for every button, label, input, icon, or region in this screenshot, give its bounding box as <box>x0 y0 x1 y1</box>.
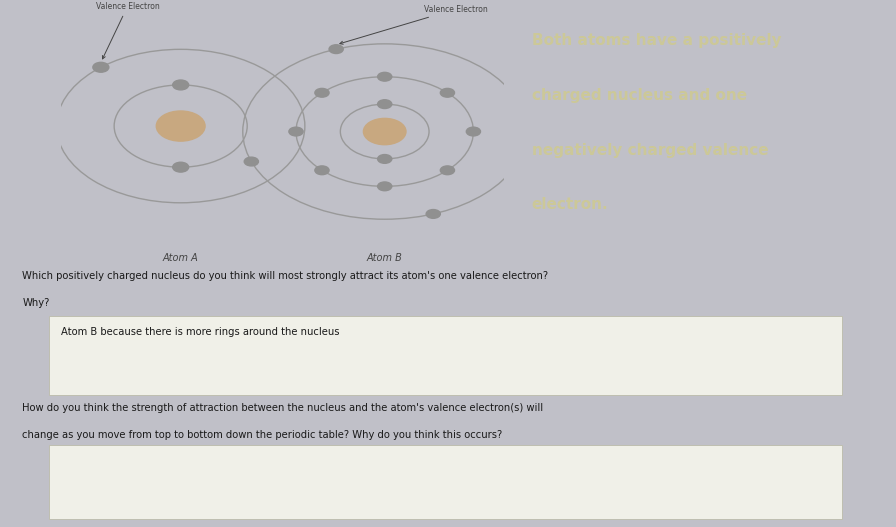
Circle shape <box>93 62 108 72</box>
Circle shape <box>377 100 392 109</box>
Text: negatively charged valence: negatively charged valence <box>532 142 769 158</box>
Text: Which positively charged nucleus do you think will most strongly attract its ato: Which positively charged nucleus do you … <box>22 271 548 281</box>
Circle shape <box>511 97 525 106</box>
Circle shape <box>289 127 303 136</box>
FancyBboxPatch shape <box>49 316 842 395</box>
Text: charged nucleus and one: charged nucleus and one <box>532 87 747 103</box>
Circle shape <box>377 182 392 191</box>
Circle shape <box>364 119 406 145</box>
Text: Atom B: Atom B <box>366 252 402 262</box>
Text: change as you move from top to bottom down the periodic table? Why do you think : change as you move from top to bottom do… <box>22 430 503 440</box>
Text: Valence Electron: Valence Electron <box>340 5 487 44</box>
Text: Why?: Why? <box>22 298 50 308</box>
Text: Both atoms have a positively: Both atoms have a positively <box>532 33 781 48</box>
Circle shape <box>440 89 454 97</box>
Circle shape <box>377 72 392 81</box>
Text: Valence Electron: Valence Electron <box>96 2 159 59</box>
Text: Atom A: Atom A <box>163 252 199 262</box>
Circle shape <box>329 45 343 54</box>
FancyBboxPatch shape <box>49 445 842 519</box>
Circle shape <box>426 210 440 218</box>
Text: electron.: electron. <box>532 197 608 212</box>
Circle shape <box>466 127 480 136</box>
Circle shape <box>377 154 392 163</box>
Circle shape <box>314 166 329 174</box>
Text: Atom B because there is more rings around the nucleus: Atom B because there is more rings aroun… <box>61 327 340 337</box>
Circle shape <box>173 80 189 90</box>
Text: How do you think the strength of attraction between the nucleus and the atom's v: How do you think the strength of attract… <box>22 403 544 413</box>
Circle shape <box>440 166 454 174</box>
Circle shape <box>245 157 258 166</box>
Circle shape <box>156 111 205 141</box>
Circle shape <box>511 157 525 166</box>
Circle shape <box>173 162 189 172</box>
Circle shape <box>314 89 329 97</box>
